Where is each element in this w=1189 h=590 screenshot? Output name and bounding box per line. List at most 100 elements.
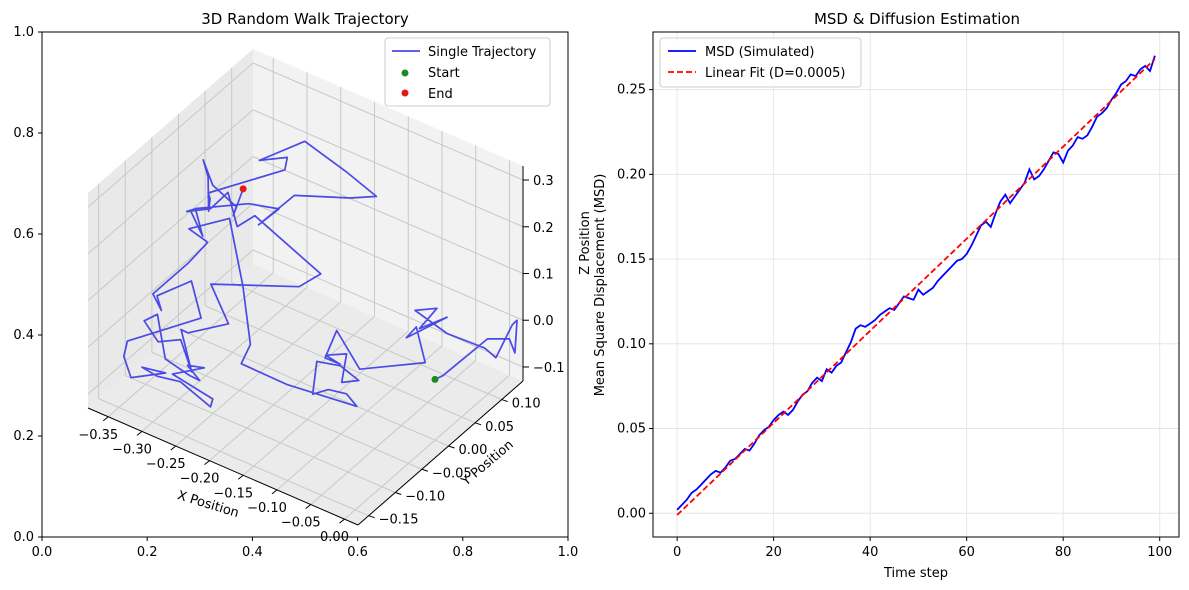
y-tick-label: 0.25 — [617, 83, 646, 98]
y-tick-mark-3d — [474, 422, 482, 426]
x-tick-label: 40 — [862, 545, 879, 560]
grid-line-3d — [107, 272, 274, 418]
outer-y-tick-label: 1.0 — [13, 25, 34, 40]
x-tick-mark-3d — [237, 474, 244, 480]
outer-y-tick-label: 0.6 — [13, 227, 34, 242]
legend-label-msd-simulated: MSD (Simulated) — [705, 45, 814, 60]
chart-title-msd: MSD & Diffusion Estimation — [814, 10, 1020, 28]
legend-swatch-start — [401, 69, 409, 77]
x-tick-label: 80 — [1055, 545, 1072, 560]
x-tick-label-3d: −0.35 — [78, 428, 118, 443]
outer-y-tick-label: 0.2 — [13, 429, 34, 444]
y-tick-mark-3d — [395, 492, 402, 495]
z-tick-label-3d: 0.3 — [533, 174, 554, 189]
y-tick-mark-3d — [448, 445, 455, 449]
legend-swatch-end — [401, 89, 409, 97]
y-tick-label-3d: −0.05 — [432, 466, 472, 481]
z-axis-label-3d: Z Position — [578, 211, 593, 275]
legend-label-start: Start — [428, 66, 460, 81]
y-tick-label-3d: 0.05 — [485, 420, 514, 435]
x-tick-label-3d: −0.10 — [247, 501, 287, 516]
z-tick-label-3d: 0.1 — [533, 268, 554, 283]
grid-line-3d — [242, 330, 409, 476]
legend-box-msd — [659, 37, 862, 88]
x-tick-label: 20 — [765, 545, 782, 560]
grid-line-3d — [87, 202, 254, 348]
grid-line-3d — [252, 156, 524, 274]
outer-y-tick-label: 0.8 — [13, 126, 34, 141]
grid-line-3d — [141, 287, 308, 432]
grid-line-3d — [87, 109, 254, 255]
grid-line-3d — [252, 202, 524, 321]
outer-y-tick-label: 0.0 — [13, 530, 34, 545]
x-tick-mark-3d — [271, 489, 278, 495]
y-tick-label-3d: −0.15 — [379, 513, 419, 528]
x-tick-label-3d: 0.00 — [320, 530, 349, 545]
legend-3d: Single Trajectory Start End — [384, 37, 551, 107]
outer-x-ticks: 0.0 0.2 0.4 0.6 0.8 1.0 — [32, 537, 579, 560]
plot-frame-msd — [652, 31, 1180, 538]
legend-msd: MSD (Simulated) Linear Fit (D=0.0005) — [659, 37, 862, 88]
x-tick-labels-msd: 0 20 40 60 80 100 — [673, 537, 1172, 560]
grid-line-3d — [344, 374, 510, 520]
z-tick-labels-3d: −0.1 0.0 0.1 0.2 0.3 — [523, 174, 565, 376]
z-tick-label-3d: 0.2 — [533, 221, 554, 236]
x-tick-labels-3d: −0.35−0.30−0.25−0.20−0.15−0.10−0.050.00 — [78, 416, 349, 545]
y-tick-mark-3d — [501, 399, 508, 403]
grid-line-3d — [252, 62, 524, 181]
legend-label-end: End — [428, 87, 453, 102]
floor-pane — [88, 264, 523, 525]
y-tick-label: 0.15 — [617, 252, 646, 267]
axis-line-3d — [357, 380, 524, 526]
x-tick-mark-3d — [339, 518, 345, 524]
series-group-msd — [676, 55, 1156, 516]
y-tick-labels-3d: −0.15 −0.10 −0.05 0.00 0.05 0.10 — [368, 397, 541, 528]
x-tick-label: 60 — [958, 545, 975, 560]
panel-msd: MSD & Diffusion Estimation 0 20 40 60 80 100 … — [593, 10, 1180, 581]
outer-x-tick-label: 0.8 — [452, 545, 473, 560]
end-marker — [239, 185, 247, 193]
grid-msd — [653, 32, 1179, 537]
series-line-1 — [676, 58, 1156, 516]
trajectory-line — [122, 140, 518, 408]
chart-title-3d: 3D Random Walk Trajectory — [201, 10, 409, 28]
y-tick-labels-msd: 0.00 0.05 0.10 0.15 0.20 0.25 — [617, 83, 653, 521]
grid-line-3d — [209, 316, 375, 462]
x-tick-label-3d: −0.30 — [112, 442, 152, 457]
outer-axes-frame — [41, 31, 569, 538]
grid-line-3d — [98, 398, 369, 517]
x-tick-label-3d: −0.15 — [213, 486, 253, 501]
grid-3d — [87, 57, 524, 520]
grid-line-3d — [231, 282, 502, 401]
outer-x-tick-label: 0.4 — [242, 545, 263, 560]
outer-x-tick-label: 1.0 — [558, 545, 579, 560]
y-tick-label: 0.10 — [617, 337, 646, 352]
outer-x-tick-label: 0.0 — [32, 545, 53, 560]
y-tick-label: 0.00 — [617, 506, 646, 521]
x-tick-mark-3d — [170, 445, 177, 451]
y-tick-label: 0.05 — [617, 422, 646, 437]
x-tick-label: 100 — [1147, 545, 1172, 560]
y-tick-mark-3d — [421, 468, 429, 472]
x-axis-label-msd: Time step — [883, 566, 948, 581]
outer-x-tick-label: 0.6 — [347, 545, 368, 560]
axis-line-3d — [87, 407, 359, 526]
y-tick-label-3d: 0.10 — [512, 397, 541, 412]
z-tick-label-3d: −0.1 — [533, 361, 565, 376]
legend-label-linear-fit: Linear Fit (D=0.0005) — [705, 66, 845, 81]
y-tick-label-3d: −0.10 — [405, 489, 445, 504]
grid-line-3d — [87, 249, 254, 395]
x-tick-mark-3d — [136, 431, 143, 436]
y-axis-label-msd: Mean Square Displacement (MSD) — [593, 174, 608, 397]
outer-y-tick-label: 0.4 — [13, 328, 34, 343]
x-tick-mark-3d — [204, 460, 210, 466]
start-marker — [431, 375, 439, 383]
y-tick-mark-3d — [368, 515, 375, 519]
grid-line-3d — [310, 360, 477, 505]
legend-box-3d — [384, 37, 551, 107]
x-tick-label: 0 — [673, 545, 681, 560]
grid-line-3d — [87, 156, 254, 301]
y-tick-label: 0.20 — [617, 167, 646, 182]
grid-line-3d — [252, 109, 524, 228]
